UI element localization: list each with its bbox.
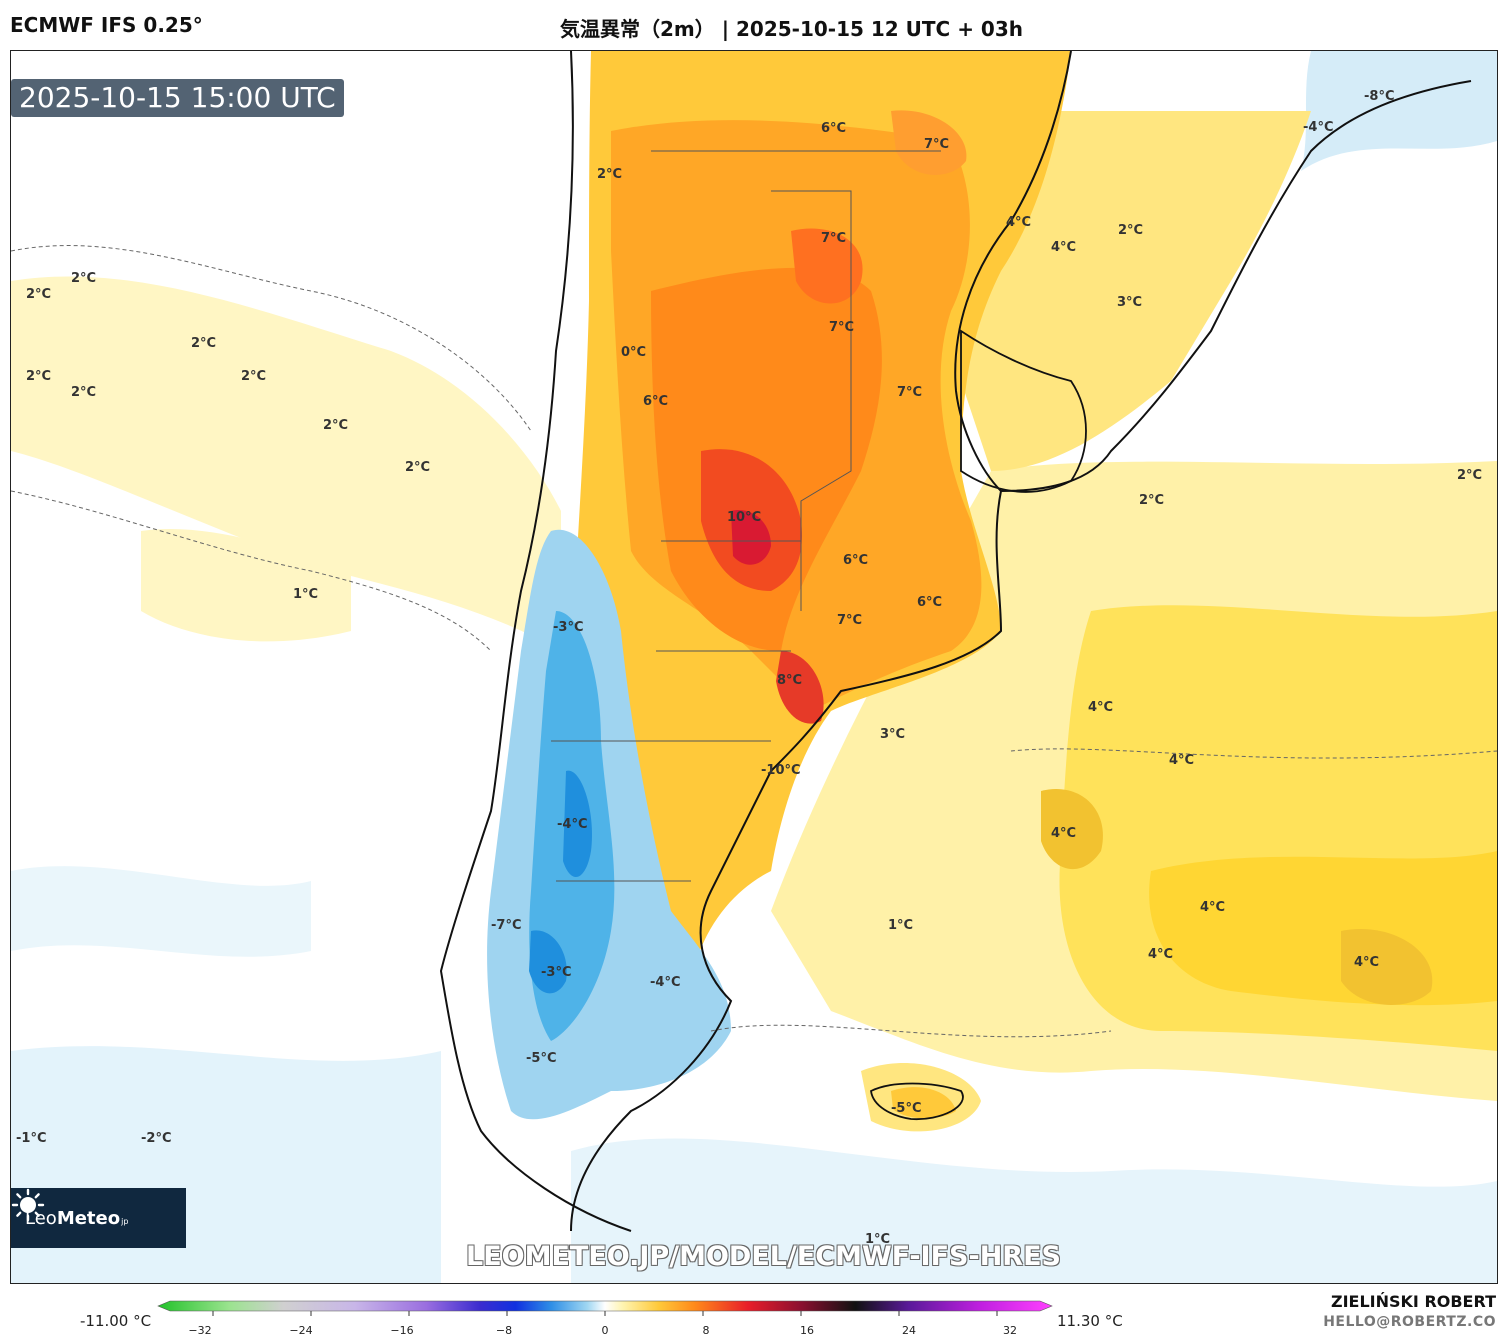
colorbar-tick: 24: [902, 1324, 916, 1337]
contour-label: 2°C: [241, 369, 267, 384]
contour-label: 6°C: [843, 553, 869, 568]
colorbar-tick: −16: [390, 1324, 414, 1337]
contour-label: 2°C: [71, 271, 97, 286]
contour-label: 2°C: [597, 167, 623, 182]
contour-label: 4°C: [1006, 215, 1032, 230]
colorbar-min-label: -11.00 °C: [80, 1312, 152, 1330]
contour-label: -5°C: [526, 1051, 557, 1066]
contour-label: 0°C: [621, 345, 647, 360]
contour-label: 4°C: [1051, 240, 1077, 255]
anomaly-map: [11, 51, 1497, 1283]
logo-wordmark: LeoMeteojp: [25, 1207, 129, 1229]
contour-label: 3°C: [1117, 295, 1143, 310]
model-title: ECMWF IFS 0.25°: [10, 13, 203, 37]
map-panel[interactable]: 2025-10-15 15:00 UTC 6°C 7°C 2°C -8°C -4…: [10, 50, 1498, 1284]
contour-label: 7°C: [924, 137, 950, 152]
author-credit: ZIELIŃSKI ROBERT: [1330, 1292, 1496, 1311]
contour-label: -10°C: [761, 763, 801, 778]
contour-label: 7°C: [829, 320, 855, 335]
contour-label: 2°C: [405, 460, 431, 475]
author-email[interactable]: HELLO@ROBERTZ.CO: [1323, 1314, 1496, 1330]
contour-label: 2°C: [71, 385, 97, 400]
contour-label: 7°C: [897, 385, 923, 400]
leometeo-logo: LeoMeteojp: [11, 1188, 186, 1248]
contour-label: -1°C: [16, 1131, 47, 1146]
contour-label: 4°C: [1148, 947, 1174, 962]
contour-label: 4°C: [1200, 900, 1226, 915]
contour-label: 2°C: [1118, 223, 1144, 238]
contour-label: 1°C: [888, 918, 914, 933]
colorbar-tick: 16: [800, 1324, 814, 1337]
contour-label: -8°C: [1364, 89, 1395, 104]
contour-label: -4°C: [557, 817, 588, 832]
contour-label: 6°C: [917, 595, 943, 610]
contour-label: -4°C: [650, 975, 681, 990]
valid-time-badge: 2025-10-15 15:00 UTC: [11, 79, 344, 117]
contour-label: 1°C: [293, 587, 319, 602]
colorbar-tick: 8: [702, 1324, 710, 1337]
contour-label: 4°C: [1169, 753, 1195, 768]
contour-label: 2°C: [1139, 493, 1165, 508]
colorbar-tick: −8: [495, 1324, 513, 1337]
contour-label: -7°C: [491, 918, 522, 933]
contour-label: 6°C: [821, 121, 847, 136]
contour-label: -5°C: [891, 1101, 922, 1116]
contour-label: 1°C: [865, 1232, 891, 1247]
contour-label: 2°C: [323, 418, 349, 433]
contour-label: 4°C: [1354, 955, 1380, 970]
contour-label: -3°C: [553, 620, 584, 635]
contour-label: -4°C: [1303, 120, 1334, 135]
url-watermark: LEOMETEO.JP/MODEL/ECMWF-IFS-HRES: [466, 1241, 1061, 1272]
colorbar-scale: [157, 1300, 1053, 1316]
contour-label: 4°C: [1088, 700, 1114, 715]
contour-label: 2°C: [26, 287, 52, 302]
colorbar: -11.00 °C: [0, 1290, 1505, 1338]
contour-label: 10°C: [727, 510, 762, 525]
chart-title: 気温異常（2m） | 2025-10-15 12 UTC + 03h: [560, 17, 1023, 41]
colorbar-tick: 32: [1003, 1324, 1017, 1337]
contour-label: -2°C: [141, 1131, 172, 1146]
contour-label: -3°C: [541, 965, 572, 980]
colorbar-tick: −32: [188, 1324, 212, 1337]
contour-label: 8°C: [777, 673, 803, 688]
contour-label: 2°C: [26, 369, 52, 384]
colorbar-tick: −24: [289, 1324, 313, 1337]
contour-label: 2°C: [191, 336, 217, 351]
sun-icon: [11, 1188, 45, 1222]
contour-label: 3°C: [880, 727, 906, 742]
colorbar-max-label: 11.30 °C: [1057, 1312, 1123, 1330]
contour-label: 7°C: [821, 231, 847, 246]
colorbar-tick: 0: [601, 1324, 609, 1337]
contour-label: 2°C: [1457, 468, 1483, 483]
contour-label: 6°C: [643, 394, 669, 409]
contour-label: 7°C: [837, 613, 863, 628]
contour-label: 4°C: [1051, 826, 1077, 841]
